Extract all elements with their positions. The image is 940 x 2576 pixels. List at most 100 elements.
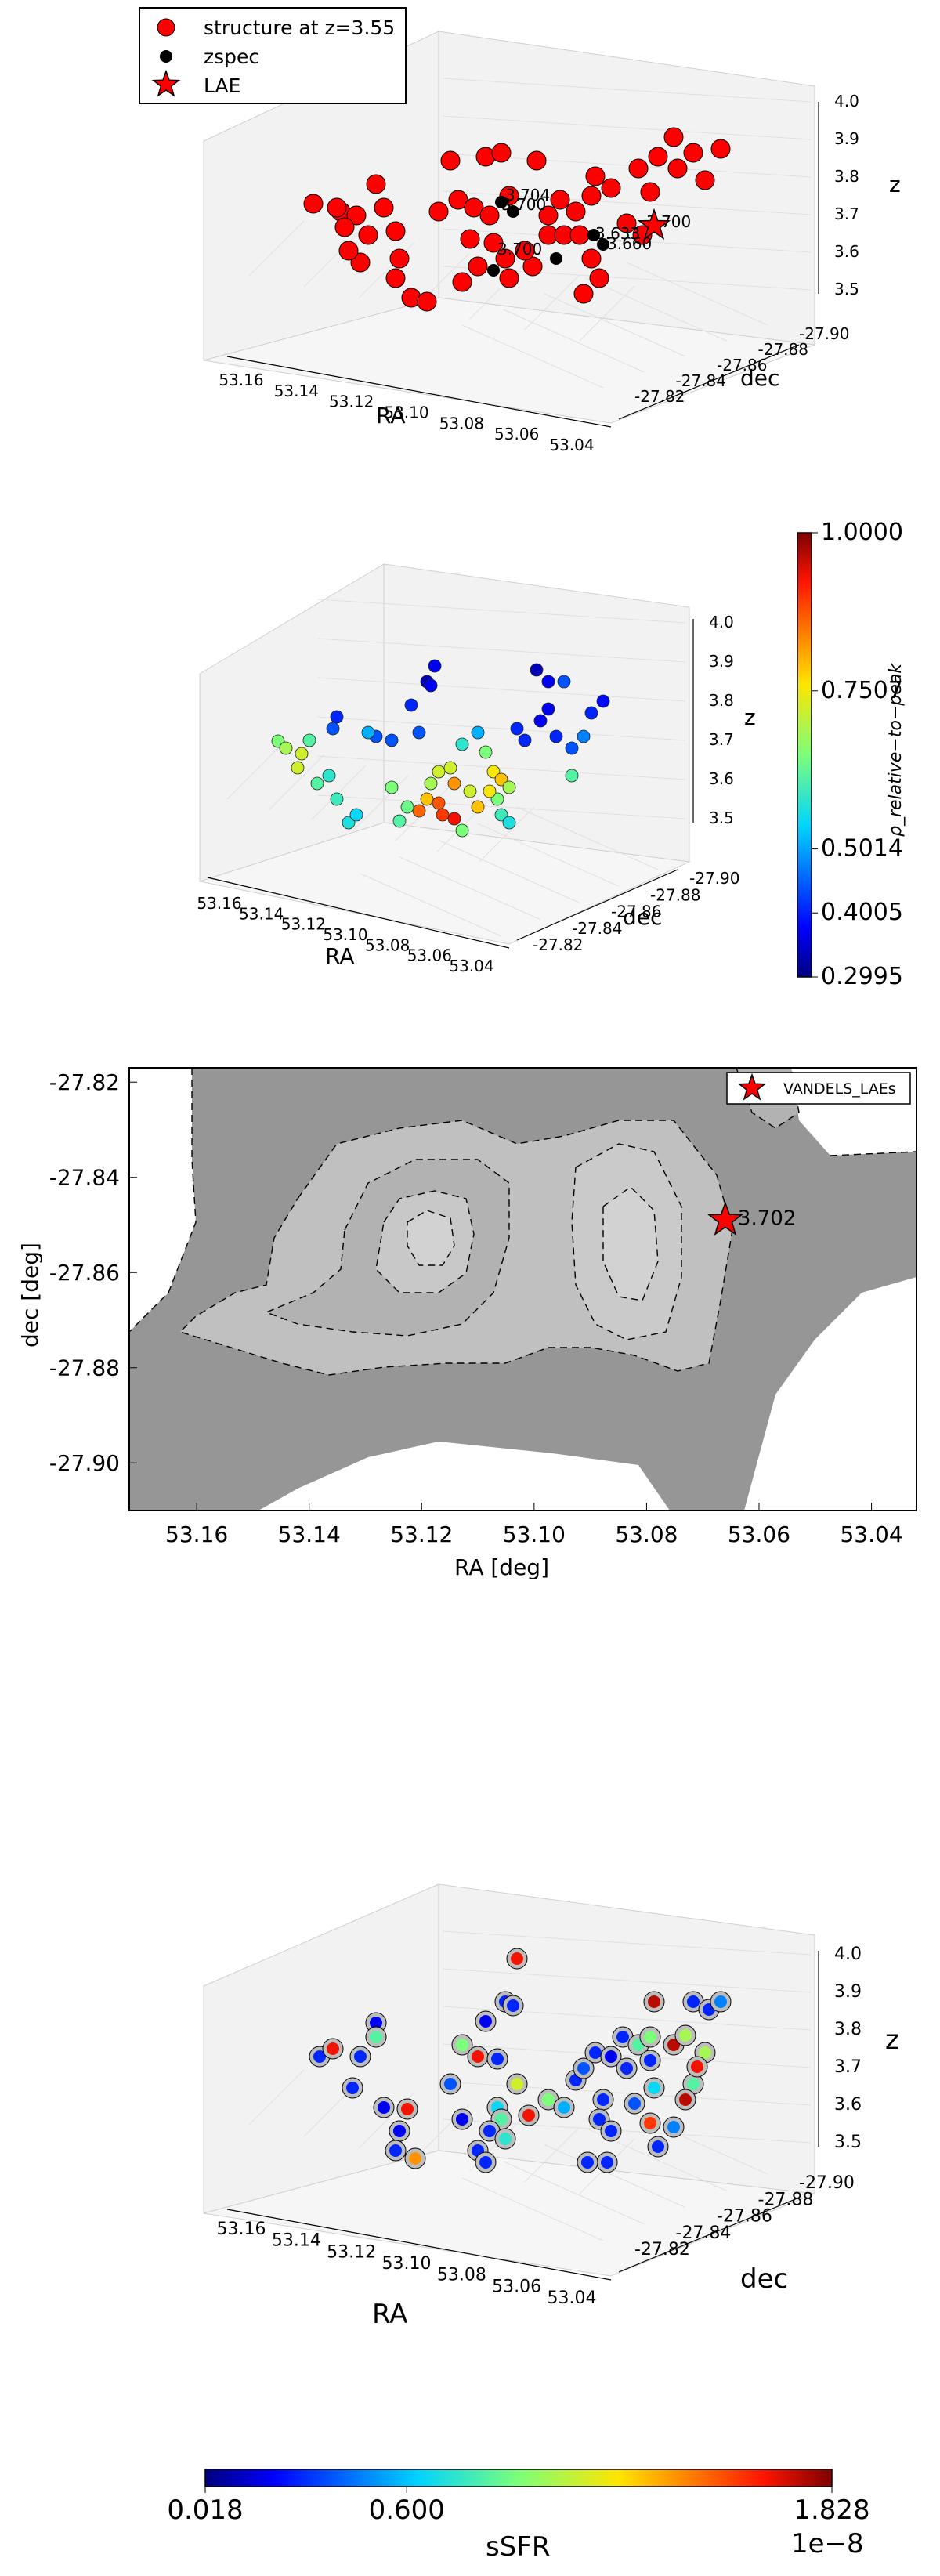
data-point — [558, 2101, 570, 2114]
z-tick-label: 3.9 — [834, 129, 859, 148]
gridline — [360, 873, 502, 937]
data-point — [566, 201, 586, 222]
ssfr-colorbar-label: sSFR — [486, 2531, 550, 2563]
panel2-points — [271, 659, 610, 838]
gridline — [585, 277, 727, 342]
data-point — [502, 780, 516, 794]
gridline — [316, 599, 686, 624]
data-point — [495, 248, 515, 269]
panel4-y-ticks: -27.82-27.84-27.86-27.88-27.90 — [634, 2173, 855, 2259]
data-point — [444, 2078, 457, 2090]
x-tick-label: 53.16 — [219, 371, 263, 389]
panel4-xlabel: RA — [372, 2299, 408, 2330]
data-point — [404, 698, 418, 712]
gridline — [316, 755, 686, 780]
panel3-contours — [128, 1067, 917, 1511]
colorbar-tick-label: 0.600 — [369, 2495, 445, 2526]
lae-star — [707, 1201, 744, 1236]
gridline — [316, 794, 686, 819]
panel3-y-ticks: -27.82 -27.84 -27.86 -27.88 -27.90 — [49, 1069, 137, 1476]
y-tick-label: -27.86 — [717, 2207, 772, 2227]
data-point — [597, 2093, 609, 2106]
panel3-points: 3.702 — [707, 1201, 796, 1236]
panel4-z-ticks: 4.0 3.9 3.8 3.7 3.6 3.5 — [834, 1945, 862, 2152]
data-point — [471, 725, 485, 740]
data-point — [596, 694, 610, 708]
data-point — [424, 678, 438, 693]
z-tick-label: 3.9 — [834, 1982, 862, 2002]
data-point — [428, 201, 449, 222]
data-point — [541, 702, 555, 716]
data-point — [714, 1995, 727, 2008]
data-point — [370, 2017, 382, 2029]
panel1-points — [303, 127, 731, 312]
data-point — [349, 808, 363, 822]
data-point — [455, 737, 469, 751]
zspec-point — [487, 264, 500, 277]
data-point — [695, 170, 715, 190]
panel1-xlabel: RA — [376, 403, 405, 429]
data-point — [640, 182, 660, 202]
data-point — [447, 776, 461, 791]
data-point — [518, 733, 532, 747]
data-point — [326, 722, 340, 736]
data-point — [412, 725, 426, 740]
x-tick-label: 53.14 — [278, 1521, 341, 1547]
data-point — [392, 814, 407, 828]
data-point — [385, 733, 399, 747]
colorbar-tick-label: 0.018 — [167, 2495, 243, 2526]
data-point — [683, 143, 703, 163]
data-point — [483, 2125, 496, 2137]
data-point — [652, 2140, 664, 2153]
data-point — [361, 725, 375, 740]
data-point — [327, 2042, 339, 2055]
data-point — [456, 2113, 468, 2126]
data-point — [389, 2144, 402, 2157]
data-point — [455, 823, 469, 838]
data-point — [346, 2082, 359, 2094]
x-tick-label: 53.12 — [390, 1521, 453, 1547]
panel2-axes — [207, 619, 694, 949]
y-tick-label: -27.84 — [676, 2223, 732, 2243]
data-point — [644, 2031, 656, 2043]
legend-star-icon — [151, 69, 181, 97]
annotation-5: 3.660 — [607, 234, 652, 253]
data-point — [468, 256, 488, 277]
data-point — [302, 733, 316, 747]
data-point — [628, 2097, 641, 2110]
colorbar-tick-label: 0.7507 — [821, 677, 903, 704]
x-tick-label: 53.16 — [165, 1521, 228, 1547]
x-tick-label: 53.06 — [407, 946, 452, 965]
data-point — [354, 2050, 367, 2063]
data-point — [565, 769, 579, 783]
data-point — [581, 2156, 594, 2169]
data-point — [417, 291, 437, 312]
data-point — [691, 2060, 703, 2073]
data-point — [338, 241, 359, 261]
data-point — [378, 2101, 390, 2114]
data-point — [687, 1995, 700, 2008]
panel4-3d-scatter: 53.16 53.14 53.12 53.10 53.08 53.06 53.04 -27.… — [203, 1883, 899, 2330]
data-point — [471, 800, 485, 814]
panel2-panes — [198, 563, 691, 945]
panel2-colorbar: 1.0000 0.7507 0.5014 0.4005 0.2995 ρ_relativ… — [797, 519, 906, 990]
data-point — [424, 776, 438, 791]
panel3-legend: VANDELS_LAEs — [726, 1072, 911, 1105]
y-tick-label: -27.90 — [799, 2173, 855, 2193]
annotation-1: 3.704 — [505, 186, 550, 204]
z-tick-label: 3.6 — [834, 242, 859, 261]
data-point — [412, 804, 426, 818]
data-point — [538, 205, 559, 226]
x-tick-label: 53.06 — [494, 425, 539, 443]
x-tick-label: 53.08 — [365, 935, 410, 954]
data-point — [510, 722, 524, 736]
colorbar-tick-label: 0.5014 — [821, 835, 903, 863]
y-tick-label: -27.88 — [650, 885, 700, 904]
data-point — [483, 233, 504, 253]
data-point — [479, 745, 493, 759]
data-point — [522, 256, 543, 277]
y-tick-label: -27.86 — [49, 1260, 120, 1286]
data-point — [366, 174, 386, 194]
panel1-z-ticks: 4.0 3.9 3.8 3.7 3.6 3.5 — [834, 92, 859, 298]
